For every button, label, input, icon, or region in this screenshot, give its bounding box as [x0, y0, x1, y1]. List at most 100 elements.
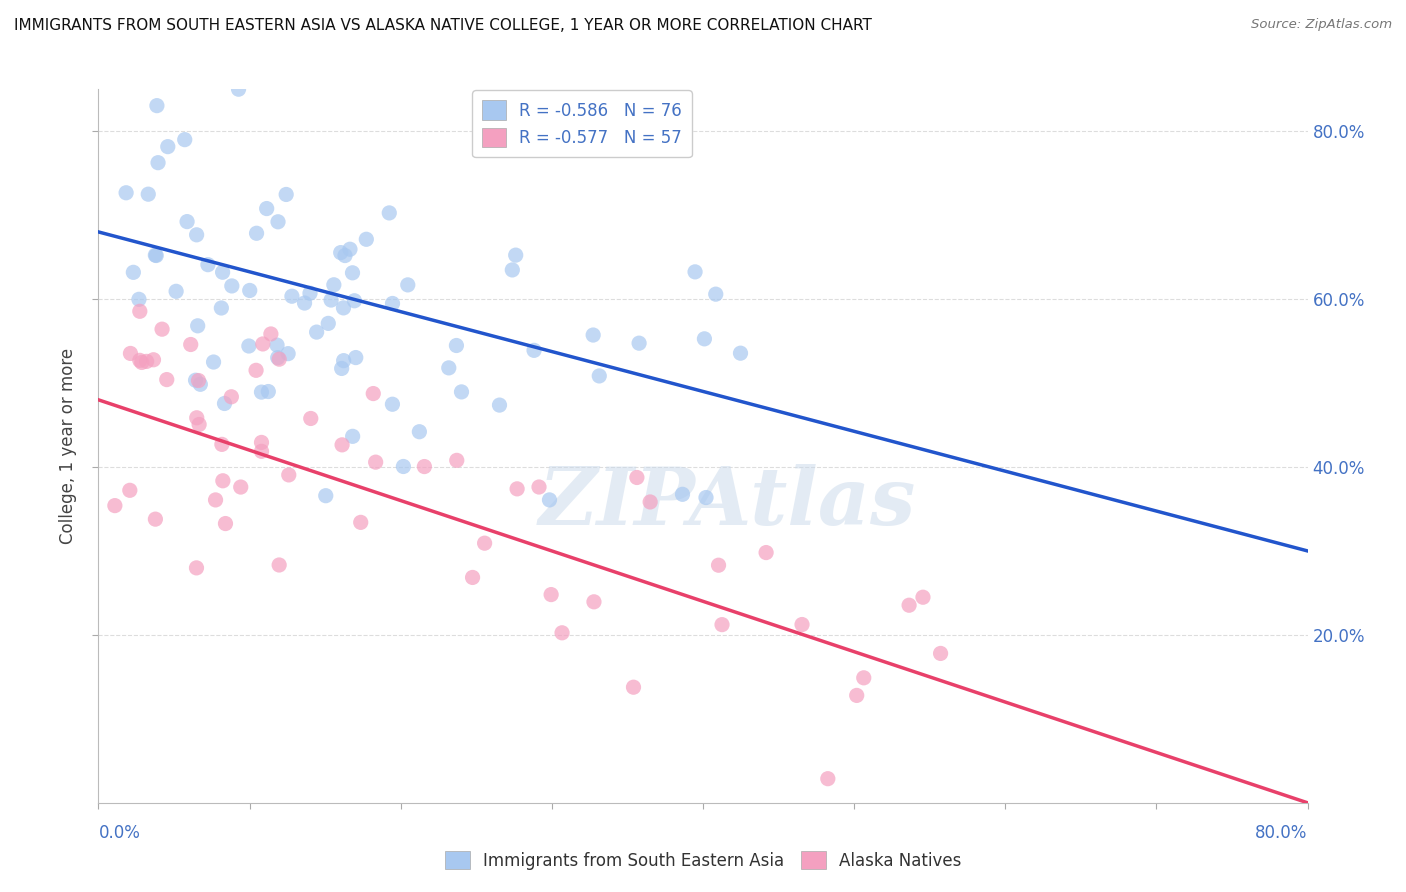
- Point: [911, 591, 934, 605]
- Point: [277, 346, 299, 360]
- Point: [188, 377, 211, 392]
- Point: [211, 265, 233, 279]
- Point: [790, 617, 813, 632]
- Point: [202, 355, 225, 369]
- Text: ZIPAtlas: ZIPAtlas: [538, 465, 915, 541]
- Point: [638, 495, 661, 509]
- Point: [330, 361, 353, 376]
- Point: [156, 373, 179, 387]
- Point: [250, 444, 273, 458]
- Point: [299, 411, 322, 425]
- Point: [332, 353, 354, 368]
- Point: [540, 588, 562, 602]
- Point: [176, 214, 198, 228]
- Point: [730, 346, 752, 360]
- Point: [305, 325, 328, 339]
- Point: [128, 293, 150, 307]
- Point: [150, 322, 173, 336]
- Point: [186, 410, 208, 425]
- Text: 80.0%: 80.0%: [1256, 824, 1308, 842]
- Point: [474, 536, 496, 550]
- Point: [505, 248, 527, 262]
- Point: [342, 266, 364, 280]
- Point: [707, 558, 730, 573]
- Point: [165, 285, 187, 299]
- Point: [250, 385, 273, 400]
- Point: [298, 286, 321, 301]
- Point: [252, 337, 274, 351]
- Point: [506, 482, 529, 496]
- Point: [145, 248, 167, 262]
- Point: [333, 248, 356, 262]
- Point: [501, 263, 523, 277]
- Point: [269, 558, 291, 572]
- Point: [221, 390, 243, 404]
- Point: [204, 492, 226, 507]
- Point: [186, 227, 208, 242]
- Point: [214, 516, 236, 531]
- Point: [250, 435, 273, 450]
- Point: [245, 363, 267, 377]
- Point: [209, 301, 232, 315]
- Text: IMMIGRANTS FROM SOUTH EASTERN ASIA VS ALASKA NATIVE COLLEGE, 1 YEAR OR MORE CORR: IMMIGRANTS FROM SOUTH EASTERN ASIA VS AL…: [14, 18, 872, 33]
- Point: [711, 617, 734, 632]
- Point: [582, 328, 605, 343]
- Point: [450, 384, 472, 399]
- Point: [361, 386, 384, 401]
- Point: [343, 293, 366, 308]
- Point: [683, 265, 706, 279]
- Point: [143, 248, 166, 262]
- Point: [136, 187, 159, 202]
- Point: [238, 339, 260, 353]
- Point: [118, 483, 141, 498]
- Point: [817, 772, 839, 786]
- Point: [329, 245, 352, 260]
- Point: [180, 337, 202, 351]
- Point: [588, 368, 610, 383]
- Point: [623, 680, 645, 694]
- Point: [628, 336, 651, 351]
- Point: [142, 352, 165, 367]
- Point: [173, 133, 195, 147]
- Point: [135, 354, 157, 368]
- Point: [228, 82, 250, 96]
- Text: 0.0%: 0.0%: [98, 824, 141, 842]
- Point: [538, 492, 561, 507]
- Point: [755, 545, 778, 559]
- Point: [695, 491, 717, 505]
- Point: [267, 351, 290, 365]
- Point: [437, 360, 460, 375]
- Point: [332, 301, 354, 315]
- Point: [197, 258, 219, 272]
- Point: [330, 438, 353, 452]
- Point: [269, 352, 291, 367]
- Point: [145, 512, 167, 526]
- Point: [408, 425, 430, 439]
- Point: [276, 187, 298, 202]
- Point: [488, 398, 510, 412]
- Point: [104, 499, 127, 513]
- Point: [294, 296, 316, 310]
- Point: [356, 232, 378, 246]
- Point: [693, 332, 716, 346]
- Point: [392, 459, 415, 474]
- Point: [187, 318, 209, 333]
- Point: [626, 470, 648, 484]
- Point: [381, 397, 404, 411]
- Point: [461, 570, 484, 584]
- Point: [188, 417, 211, 432]
- Point: [898, 599, 921, 613]
- Point: [527, 480, 550, 494]
- Legend: R = -0.586   N = 76, R = -0.577   N = 57: R = -0.586 N = 76, R = -0.577 N = 57: [472, 90, 692, 157]
- Point: [266, 338, 288, 352]
- Point: [413, 459, 436, 474]
- Point: [211, 437, 233, 451]
- Point: [239, 284, 262, 298]
- Point: [184, 373, 207, 387]
- Point: [267, 215, 290, 229]
- Point: [128, 353, 150, 368]
- Point: [446, 453, 468, 467]
- Point: [120, 346, 142, 360]
- Point: [156, 139, 179, 153]
- Point: [221, 279, 243, 293]
